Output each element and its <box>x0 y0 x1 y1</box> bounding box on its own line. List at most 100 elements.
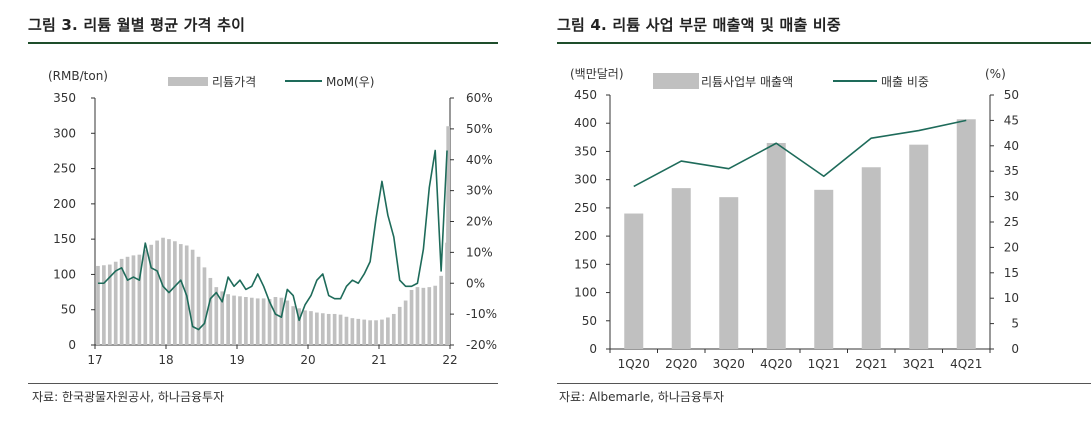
price-bar <box>285 300 290 345</box>
left-tick-label: 200 <box>53 197 76 211</box>
legend-label-mom: MoM(우) <box>326 75 374 89</box>
right-tick-label: 25 <box>1004 215 1019 229</box>
figure-4-source-rule <box>557 383 1091 384</box>
price-bar <box>439 275 443 345</box>
figure-4-chart: (백만달러) (%)리튬사업부 매출액 매출 비중05010015020025030… <box>570 67 1019 371</box>
price-bar <box>267 299 272 345</box>
left-tick-label: 400 <box>574 116 597 130</box>
price-bar <box>226 294 230 345</box>
price-bar <box>338 314 343 345</box>
figure-4-title: 그림 4. 리튬 사업 부문 매출액 및 매출 비중 <box>557 16 841 34</box>
legend-label-share: 매출 비중 <box>881 75 929 89</box>
legend-swatch-price <box>168 77 208 86</box>
price-bar <box>143 249 148 345</box>
price-bar <box>415 287 420 345</box>
revenue-bar <box>624 213 644 349</box>
price-bar <box>320 313 325 345</box>
right-tick-label: 5 <box>1011 317 1019 331</box>
x-tick-label: 3Q20 <box>713 357 745 371</box>
price-bar <box>427 287 432 345</box>
right-tick-label: 0 <box>1011 342 1019 356</box>
price-bar <box>238 296 242 345</box>
price-bar <box>161 237 165 345</box>
left-tick-label: 350 <box>53 91 76 105</box>
price-bar <box>102 265 106 345</box>
price-bar <box>350 318 355 345</box>
left-tick-label: 450 <box>574 88 597 102</box>
x-tick-label: 2Q21 <box>855 357 887 371</box>
revenue-bar <box>956 119 976 350</box>
revenue-bar <box>671 188 691 349</box>
x-tick-label: 3Q21 <box>903 357 935 371</box>
price-bar <box>220 291 225 345</box>
left-axis-unit: (RMB/ton) <box>48 69 108 83</box>
x-tick-label: 4Q21 <box>950 357 982 371</box>
price-bar <box>119 258 124 345</box>
price-bar <box>137 254 142 345</box>
figure-3-title-rule <box>28 42 498 44</box>
figure-4-title-rule <box>557 42 1091 44</box>
left-tick-label: 50 <box>61 303 76 317</box>
price-bar <box>196 256 201 345</box>
left-tick-label: 300 <box>53 126 76 140</box>
price-bar <box>386 317 390 345</box>
left-tick-label: 50 <box>582 314 597 328</box>
price-bar <box>344 316 349 345</box>
left-tick-label: 250 <box>574 201 597 215</box>
price-bar <box>421 287 426 345</box>
revenue-bar <box>909 144 929 349</box>
right-tick-label: -10% <box>466 307 497 321</box>
price-bar <box>214 287 219 345</box>
revenue-bar <box>766 142 786 349</box>
price-bar <box>391 313 396 345</box>
price-bar <box>273 297 278 345</box>
price-bar <box>303 310 307 345</box>
x-tick-label: 22 <box>442 353 457 367</box>
price-bar <box>190 249 195 345</box>
price-bar <box>249 297 254 345</box>
right-tick-label: 10% <box>466 245 493 259</box>
right-tick-label: 10 <box>1004 291 1019 305</box>
price-bar <box>433 285 438 345</box>
x-tick-label: 1Q20 <box>618 357 650 371</box>
x-tick-label: 17 <box>87 353 102 367</box>
price-bar <box>125 256 130 345</box>
right-tick-label: -20% <box>466 338 497 352</box>
figure-3-source-rule <box>28 383 498 384</box>
left-tick-label: 350 <box>574 144 597 158</box>
price-bar <box>374 320 378 345</box>
price-bar <box>326 313 331 345</box>
figure-3-panel: 그림 3. 리튬 월별 평균 가격 추이 (RMB/ton) 리튬가격 MoM(우)… <box>0 0 510 421</box>
price-bar <box>96 265 100 345</box>
left-tick-label: 250 <box>53 162 76 176</box>
price-bar <box>208 277 213 345</box>
price-bar <box>149 244 154 345</box>
right-tick-label: 20% <box>466 215 493 229</box>
price-bar <box>107 264 112 345</box>
price-bar <box>202 267 207 345</box>
left-tick-label: 0 <box>589 342 597 356</box>
price-bar <box>261 298 266 345</box>
left-tick-label: 150 <box>53 232 76 246</box>
price-bar <box>113 261 118 345</box>
price-bar <box>232 295 236 345</box>
price-bar <box>380 319 384 345</box>
left-tick-label: 100 <box>53 267 76 281</box>
x-tick-label: 20 <box>300 353 315 367</box>
right-tick-label: 35 <box>1004 164 1019 178</box>
right-tick-label: 30 <box>1004 190 1019 204</box>
left-tick-label: 0 <box>68 338 76 352</box>
right-tick-label: 0% <box>466 276 485 290</box>
right-tick-label: 40% <box>466 153 493 167</box>
figure-3-source: 자료: 한국광물자원공사, 하나금융투자 <box>32 390 225 404</box>
price-bar <box>315 312 319 345</box>
left-axis-unit: (백만달러) <box>570 67 624 81</box>
revenue-bar <box>719 197 739 349</box>
figure-4-source: 자료: Albemarle, 하나금융투자 <box>559 390 725 404</box>
price-bar <box>397 306 402 345</box>
right-tick-label: 60% <box>466 91 493 105</box>
price-bar <box>332 313 337 345</box>
x-tick-label: 21 <box>371 353 386 367</box>
right-tick-label: 20 <box>1004 240 1019 254</box>
legend-label-price: 리튬가격 <box>212 75 256 89</box>
